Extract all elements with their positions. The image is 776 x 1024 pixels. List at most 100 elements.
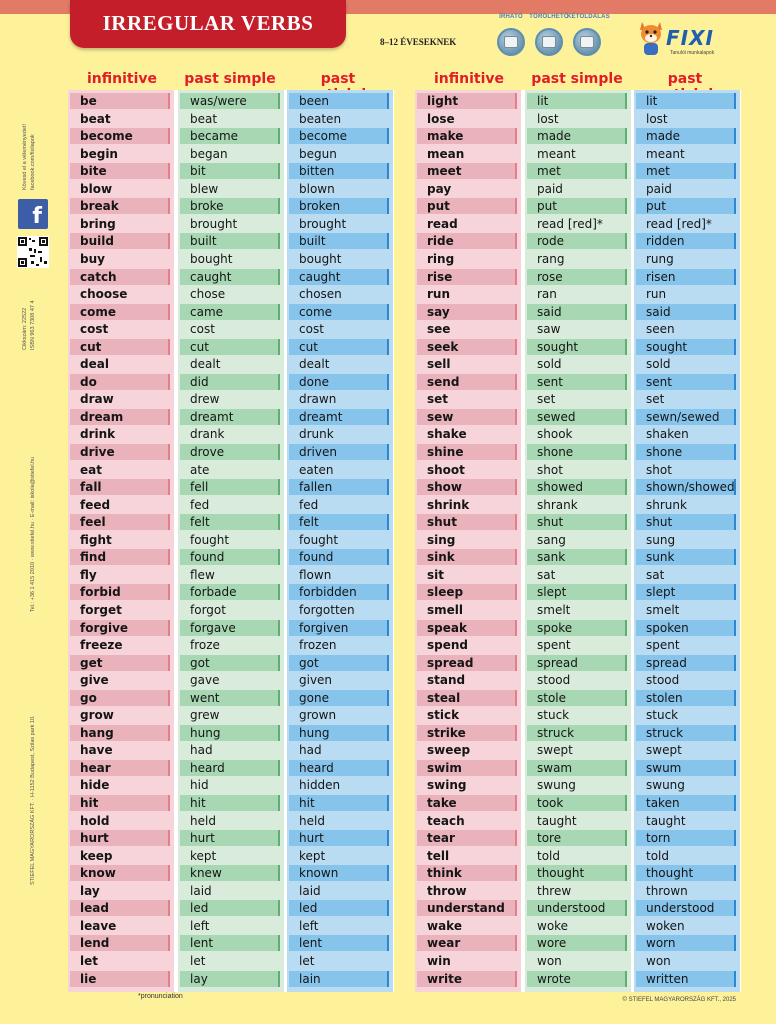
past-simple-cell: rode	[527, 233, 627, 250]
infinitive-cell: hit	[70, 795, 170, 811]
side-address: STIEFEL MAGYARORSZÁG KFT. · H-1152 Budap…	[30, 715, 36, 885]
past-simple-cell: led	[180, 900, 280, 917]
table-row: throw threw thrown	[415, 883, 741, 901]
past-participle-cell: hit	[289, 795, 389, 811]
infinitive-cell: ring	[427, 251, 455, 266]
past-participle-cell: ridden	[636, 233, 736, 250]
side-fb-text-1: Kövesd el a véleményedet!	[22, 123, 28, 190]
past-participle-cell: dealt	[299, 357, 330, 372]
table-row: leave left left	[68, 918, 394, 936]
table-row: smell smelt smelt	[415, 602, 741, 620]
past-participle-cell: grown	[299, 708, 337, 723]
table-row: buy bought bought	[68, 251, 394, 269]
table-row: understand understood understood	[415, 900, 741, 918]
infinitive-cell: come	[70, 303, 170, 320]
past-simple-cell: fed	[190, 497, 210, 512]
past-simple-cell: sent	[527, 373, 627, 390]
past-participle-cell: smelt	[646, 602, 680, 617]
infinitive-cell: cost	[80, 322, 109, 337]
past-participle-cell: drunk	[299, 427, 334, 442]
infinitive-cell: sell	[427, 357, 451, 372]
past-participle-cell: built	[289, 233, 389, 250]
qr-code-icon	[17, 236, 49, 268]
table-row: get got got	[68, 654, 394, 673]
table-row: bring brought brought	[68, 216, 394, 234]
table-row: shrink shrank shrunk	[415, 497, 741, 515]
infinitive-cell: hear	[70, 759, 170, 776]
past-participle-cell: cost	[299, 322, 324, 337]
infinitive-cell: lead	[70, 900, 170, 917]
infinitive-cell: seek	[417, 338, 517, 355]
past-simple-cell: sat	[537, 567, 556, 582]
infinitive-cell: speak	[417, 619, 517, 636]
past-participle-cell: struck	[636, 724, 736, 741]
past-simple-cell: shone	[527, 444, 627, 460]
infinitive-cell: shut	[417, 514, 517, 531]
header-infinitive: infinitive	[433, 71, 505, 87]
past-participle-cell: swum	[636, 759, 736, 776]
past-participle-cell: chosen	[299, 287, 342, 302]
past-simple-cell: bought	[190, 251, 233, 266]
table-row: hang hung hung	[68, 724, 394, 743]
past-participle-cell: stuck	[646, 708, 679, 723]
past-simple-cell: meant	[537, 146, 576, 161]
past-simple-cell: left	[190, 918, 210, 933]
past-simple-cell: laid	[190, 883, 212, 898]
infinitive-cell: sit	[427, 567, 444, 582]
past-simple-cell: heard	[180, 759, 280, 776]
past-participle-cell: broken	[289, 198, 389, 215]
past-simple-cell: understood	[527, 900, 627, 917]
past-simple-cell: lent	[180, 935, 280, 952]
table-row: freeze froze frozen	[68, 637, 394, 655]
past-participle-cell: heard	[289, 759, 389, 776]
past-simple-cell: blew	[190, 181, 219, 196]
right-column-headers: infinitive past simple past participle	[415, 71, 739, 103]
past-participle-cell: spent	[646, 638, 680, 653]
past-participle-cell: woken	[646, 918, 685, 933]
table-row: lose lost lost	[415, 111, 741, 129]
facebook-icon[interactable]: f	[18, 199, 48, 229]
table-row: cut cut cut	[68, 338, 394, 357]
past-simple-cell: came	[180, 303, 280, 320]
table-row: tell told told	[415, 848, 741, 866]
table-row: hurt hurt hurt	[68, 830, 394, 848]
past-simple-cell: sang	[537, 532, 566, 547]
table-row: grow grew grown	[68, 707, 394, 725]
past-simple-cell: ran	[537, 287, 557, 302]
header-infinitive: infinitive	[86, 71, 158, 87]
past-participle-cell: held	[299, 813, 325, 828]
infinitive-cell: freeze	[80, 638, 123, 653]
past-participle-cell: risen	[636, 268, 736, 285]
page-title: IRREGULAR VERBS	[70, 0, 346, 48]
side-fb-text-2: facebook.com/fixilapok	[30, 134, 36, 190]
past-simple-cell: brought	[190, 216, 238, 231]
table-row: lead led led	[68, 900, 394, 918]
past-participle-cell: seen	[646, 322, 675, 337]
table-row: tear tore torn	[415, 830, 741, 848]
past-participle-cell: hung	[289, 724, 389, 741]
past-participle-cell: lain	[289, 970, 389, 987]
past-simple-cell: swam	[527, 759, 627, 776]
past-participle-cell: stood	[646, 673, 680, 688]
past-simple-cell: stuck	[537, 708, 570, 723]
infinitive-cell: shrink	[427, 497, 470, 512]
past-participle-cell: done	[289, 373, 389, 390]
past-participle-cell: been	[289, 93, 389, 109]
infinitive-cell: know	[70, 865, 170, 882]
infinitive-cell: say	[417, 303, 517, 320]
infinitive-cell: write	[417, 970, 517, 987]
past-participle-cell: brought	[299, 216, 347, 231]
infinitive-cell: rise	[417, 268, 517, 285]
table-row: sink sank sunk	[415, 549, 741, 567]
infinitive-cell: feed	[80, 497, 111, 512]
table-row: pay paid paid	[415, 181, 741, 199]
past-participle-cell: spread	[636, 654, 736, 671]
header-past-participle: past participle	[647, 71, 722, 103]
double-sided-badge-icon	[573, 28, 601, 56]
past-participle-cell: caught	[289, 268, 389, 285]
past-simple-cell: ate	[190, 462, 210, 477]
infinitive-cell: become	[70, 128, 170, 145]
infinitive-cell: bring	[80, 216, 116, 231]
infinitive-cell: win	[427, 953, 451, 968]
table-row: speak spoke spoken	[415, 619, 741, 638]
